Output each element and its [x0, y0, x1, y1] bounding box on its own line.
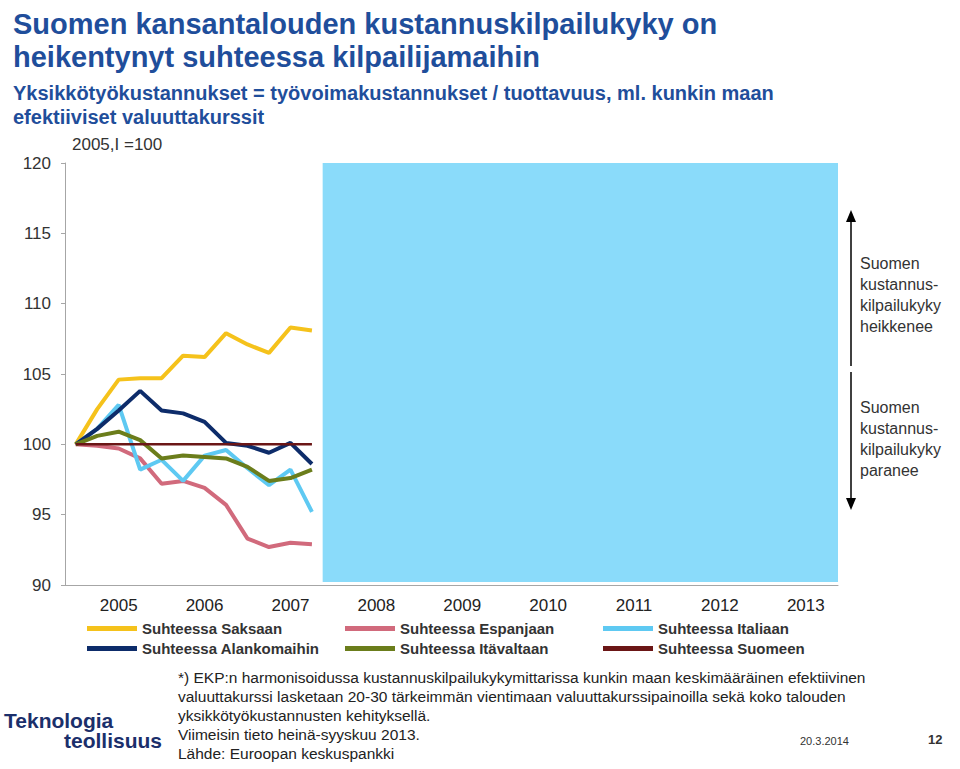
svg-text:Suhteessa Itävaltaan: Suhteessa Itävaltaan — [400, 640, 548, 657]
svg-text:115: 115 — [24, 224, 51, 243]
svg-text:efektiiviset valuuttakurssit: efektiiviset valuuttakurssit — [13, 106, 265, 128]
svg-text:20.3.2014: 20.3.2014 — [800, 735, 849, 747]
svg-text:2013: 2013 — [787, 596, 825, 615]
svg-text:2008: 2008 — [357, 596, 395, 615]
svg-text:Lähde: Euroopan keskuspankki: Lähde: Euroopan keskuspankki — [178, 745, 394, 762]
svg-text:2012: 2012 — [701, 596, 739, 615]
svg-text:Suomen: Suomen — [860, 255, 920, 272]
svg-text:Yksikkötyökustannukset = työvo: Yksikkötyökustannukset = työvoimakustann… — [13, 82, 779, 104]
svg-text:100: 100 — [23, 435, 51, 454]
svg-text:Suomen kansantalouden kustannu: Suomen kansantalouden kustannuskilpailuk… — [13, 8, 725, 40]
svg-text:2010: 2010 — [529, 596, 567, 615]
svg-text:95: 95 — [32, 505, 51, 524]
svg-text:Suhteessa Italiaan: Suhteessa Italiaan — [658, 620, 789, 637]
svg-text:Viimeisin tieto heinä-syyskuu: Viimeisin tieto heinä-syyskuu 2013. — [178, 726, 420, 743]
svg-text:Suhteessa Saksaan: Suhteessa Saksaan — [142, 620, 282, 637]
svg-text:kustannus-: kustannus- — [860, 276, 938, 293]
svg-text:yksikkötyökustannusten kehityk: yksikkötyökustannusten kehityksellä. — [178, 707, 430, 724]
svg-text:12: 12 — [928, 732, 942, 747]
svg-text:Suhteessa Alankomaihin: Suhteessa Alankomaihin — [142, 640, 319, 657]
svg-text:Suhteessa Suomeen: Suhteessa Suomeen — [658, 640, 805, 657]
svg-text:Teknologia: Teknologia — [4, 709, 114, 732]
svg-text:valuuttakurssi lasketaan 20-30: valuuttakurssi lasketaan 20-30 tärkeimmä… — [178, 688, 846, 705]
svg-text:Suomen: Suomen — [860, 399, 920, 416]
svg-text:heikkenee: heikkenee — [860, 318, 933, 335]
svg-text:105: 105 — [23, 365, 51, 384]
svg-text:2009: 2009 — [443, 596, 481, 615]
svg-text:120: 120 — [23, 154, 51, 173]
svg-text:2006: 2006 — [186, 596, 224, 615]
svg-text:*) EKP:n harmonisoidussa kusta: *) EKP:n harmonisoidussa kustannuskilpai… — [178, 669, 866, 686]
svg-text:2011: 2011 — [616, 596, 653, 615]
svg-text:paranee: paranee — [860, 462, 919, 479]
svg-text:kustannus-: kustannus- — [860, 420, 938, 437]
svg-text:kilpailukyky: kilpailukyky — [860, 297, 941, 314]
svg-text:teollisuus: teollisuus — [64, 729, 162, 752]
svg-text:kilpailukyky: kilpailukyky — [860, 441, 941, 458]
svg-text:2005: 2005 — [100, 596, 138, 615]
svg-text:Suhteessa Espanjaan: Suhteessa Espanjaan — [400, 620, 554, 637]
svg-text:110: 110 — [24, 294, 51, 313]
svg-text:2005,I =100: 2005,I =100 — [72, 135, 162, 154]
svg-text:heikentynyt suhteessa kilpaili: heikentynyt suhteessa kilpailijamaihin — [13, 41, 540, 73]
svg-text:90: 90 — [32, 576, 51, 595]
svg-text:2007: 2007 — [272, 596, 310, 615]
